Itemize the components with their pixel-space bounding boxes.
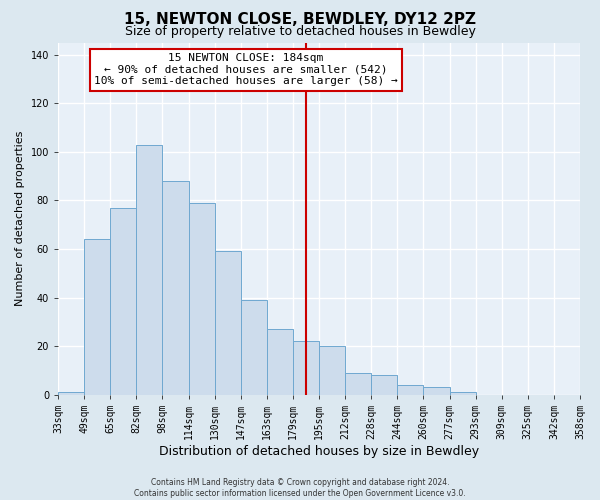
Bar bbox=[58, 392, 84, 394]
X-axis label: Distribution of detached houses by size in Bewdley: Distribution of detached houses by size … bbox=[159, 444, 479, 458]
Bar bbox=[136, 144, 163, 394]
Bar bbox=[345, 373, 371, 394]
Text: Size of property relative to detached houses in Bewdley: Size of property relative to detached ho… bbox=[125, 25, 475, 38]
Y-axis label: Number of detached properties: Number of detached properties bbox=[15, 131, 25, 306]
Bar bbox=[241, 300, 267, 394]
Bar bbox=[371, 375, 397, 394]
Bar bbox=[84, 239, 110, 394]
Bar bbox=[293, 341, 319, 394]
Bar bbox=[163, 181, 188, 394]
Bar bbox=[449, 392, 476, 394]
Text: 15, NEWTON CLOSE, BEWDLEY, DY12 2PZ: 15, NEWTON CLOSE, BEWDLEY, DY12 2PZ bbox=[124, 12, 476, 28]
Bar bbox=[397, 385, 424, 394]
Bar bbox=[319, 346, 345, 395]
Bar bbox=[267, 329, 293, 394]
Bar bbox=[424, 388, 449, 394]
Bar bbox=[215, 252, 241, 394]
Bar bbox=[188, 203, 215, 394]
Text: Contains HM Land Registry data © Crown copyright and database right 2024.
Contai: Contains HM Land Registry data © Crown c… bbox=[134, 478, 466, 498]
Text: 15 NEWTON CLOSE: 184sqm
← 90% of detached houses are smaller (542)
10% of semi-d: 15 NEWTON CLOSE: 184sqm ← 90% of detache… bbox=[94, 53, 398, 86]
Bar bbox=[110, 208, 136, 394]
